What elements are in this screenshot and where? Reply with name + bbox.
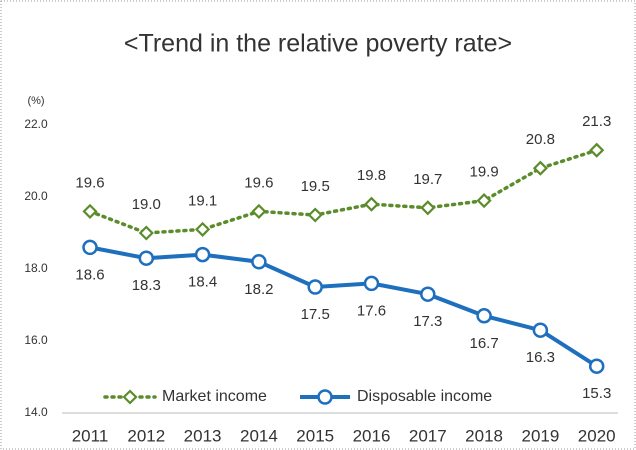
x-tick-label: 2013 [184,426,222,445]
data-point [194,246,211,263]
y-tick-label: 22.0 [24,117,48,131]
data-label: 17.6 [357,302,386,319]
data-point [363,275,380,292]
y-tick-label: 18.0 [24,261,48,275]
data-point [476,193,492,209]
data-label: 19.5 [301,178,330,195]
data-point [476,308,492,324]
x-tick-label: 2011 [72,426,109,445]
data-point [588,358,605,374]
data-point [589,142,605,158]
legend-label: Market income [162,388,267,405]
data-point [138,225,154,241]
data-label: 21.3 [582,113,611,130]
data-label: 17.3 [413,313,442,330]
data-point [82,239,98,256]
data-point [138,250,155,266]
x-tick-label: 2016 [353,426,391,445]
data-label: 15.3 [582,385,611,402]
data-label: 19.9 [469,164,498,181]
data-point [532,322,549,338]
data-label: 19.6 [75,174,104,191]
y-tick-label: 20.0 [24,189,48,203]
legend-label: Disposable income [357,388,492,405]
data-label: 18.2 [244,281,273,298]
data-point [307,207,323,223]
data-label: 19.7 [413,171,442,188]
y-tick-label: 16.0 [24,333,48,347]
data-point [363,196,380,212]
data-point [251,254,267,270]
data-point [420,200,436,216]
data-label: 19.1 [188,192,217,209]
data-point [82,203,98,219]
series-line [88,148,599,235]
legend-marker [317,389,333,405]
x-tick-label: 2019 [521,426,559,445]
data-point [420,286,436,302]
data-label: 18.3 [132,277,161,294]
data-label: 16.7 [469,335,498,352]
chart-title: <Trend in the relative poverty rate> [124,30,512,58]
x-tick-label: 2014 [240,426,278,445]
data-point [307,279,323,295]
y-tick-label: 14.0 [24,405,48,419]
series-line [89,245,598,368]
y-axis-label: (%) [27,95,44,107]
data-label: 16.3 [526,349,555,366]
data-point [532,160,548,176]
data-point [195,221,211,237]
data-label: 19.0 [132,196,161,213]
data-label: 18.6 [75,266,104,283]
data-label: 19.8 [357,167,386,184]
data-label: 17.5 [301,306,330,323]
data-point [251,203,267,219]
x-tick-label: 2012 [127,426,165,445]
x-tick-label: 2015 [296,426,334,445]
x-tick-label: 2018 [465,426,503,445]
data-label: 20.8 [526,131,555,148]
data-label: 19.6 [244,174,273,191]
legend-marker [122,389,138,405]
x-tick-label: 2017 [409,426,447,445]
x-tick-label: 2020 [578,426,616,445]
data-label: 18.4 [188,274,217,291]
